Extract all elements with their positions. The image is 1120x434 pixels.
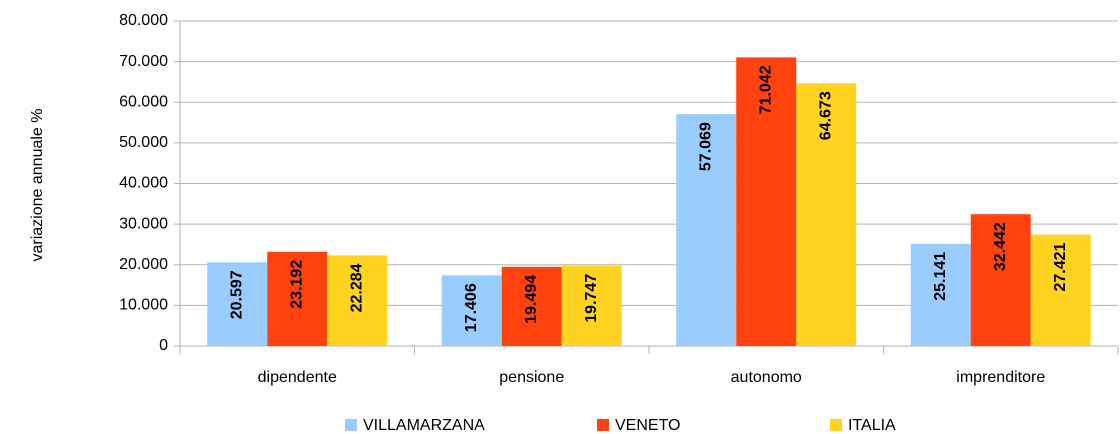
x-tick-label: pensione (499, 369, 564, 386)
value-label: 25.141 (932, 252, 949, 301)
y-tick-label: 10.000 (119, 297, 168, 314)
bar (561, 265, 622, 346)
legend-swatch (597, 419, 609, 431)
bar (796, 83, 857, 347)
y-tick-label: 30.000 (119, 215, 168, 232)
legend-swatch (345, 419, 357, 431)
value-label: 32.442 (992, 222, 1009, 271)
legend-label: VENETO (615, 417, 681, 434)
value-label: 57.069 (697, 122, 714, 171)
bar (1030, 234, 1091, 346)
bar (910, 243, 971, 346)
value-label: 20.597 (228, 270, 245, 319)
value-label: 71.042 (757, 65, 774, 114)
bar (736, 57, 797, 346)
bar (501, 266, 562, 346)
value-label: 27.421 (1052, 243, 1069, 292)
value-label: 64.673 (817, 91, 834, 140)
value-label: 19.747 (583, 274, 600, 323)
bar (441, 275, 502, 346)
legend-label: ITALIA (848, 417, 896, 434)
value-label: 19.494 (523, 275, 540, 324)
bar (207, 262, 268, 346)
y-tick-label: 70.000 (119, 53, 168, 70)
bar (676, 114, 737, 346)
bar (267, 251, 328, 346)
y-axis-title: variazione annuale % (29, 109, 46, 262)
bar (970, 214, 1031, 346)
y-tick-label: 40.000 (119, 175, 168, 192)
x-tick-label: autonomo (731, 369, 802, 386)
value-label: 22.284 (348, 263, 365, 312)
bar (327, 255, 388, 346)
y-tick-label: 0 (159, 337, 168, 354)
value-label: 17.406 (463, 283, 480, 332)
y-tick-label: 50.000 (119, 134, 168, 151)
x-tick-label: dipendente (258, 369, 337, 386)
legend-label: VILLAMARZANA (363, 417, 485, 434)
y-tick-label: 60.000 (119, 93, 168, 110)
y-tick-label: 20.000 (119, 256, 168, 273)
value-label: 23.192 (288, 260, 305, 309)
x-tick-label: imprenditore (956, 369, 1045, 386)
y-tick-label: 80.000 (119, 12, 168, 29)
legend-swatch (830, 419, 842, 431)
